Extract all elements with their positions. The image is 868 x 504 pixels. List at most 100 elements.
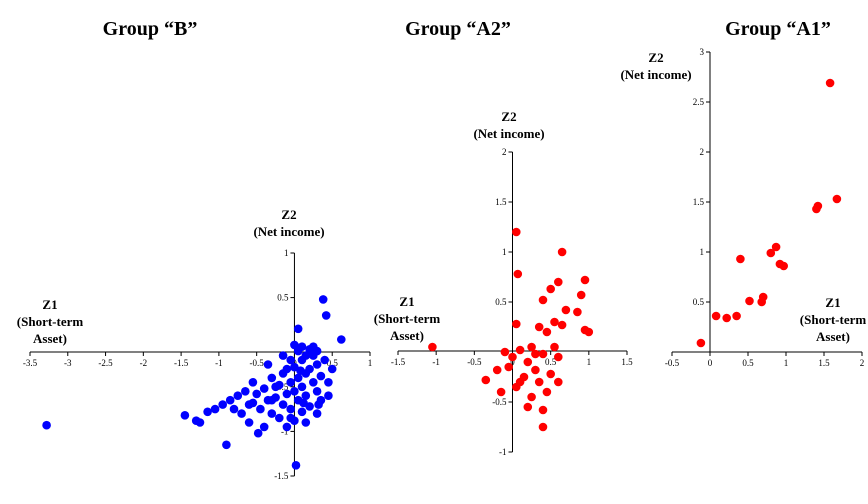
data-point	[263, 360, 273, 369]
x-tick-label: 2	[860, 358, 865, 368]
data-point	[296, 366, 305, 376]
x-tick-label: 0.5	[545, 357, 557, 367]
data-point	[229, 404, 239, 414]
data-point	[252, 389, 261, 399]
panel-group-b: Group “B” Z2 (Net income) Z1 (Short-term…	[17, 18, 372, 481]
data-point	[538, 405, 548, 415]
data-point	[813, 201, 823, 211]
data-point	[327, 364, 337, 374]
panel-title-b: Group “B”	[103, 18, 198, 40]
x-tick-label: -1	[215, 358, 223, 368]
data-point	[771, 242, 781, 252]
data-point	[337, 335, 346, 344]
ylabel-a2: Z2 (Net income)	[473, 109, 544, 141]
y-tick-label: 1	[700, 247, 705, 257]
data-point	[513, 269, 523, 279]
data-point	[573, 307, 582, 317]
xlabel-b: Z1 (Short-term Asset)	[17, 297, 84, 346]
data-point	[267, 409, 277, 418]
data-point	[722, 313, 731, 323]
data-point	[244, 418, 254, 427]
points-a2	[428, 227, 594, 432]
data-point	[500, 347, 510, 357]
y-tick-label: -1	[499, 447, 507, 457]
xlabel-a1: Z1 (Short-term Asset)	[800, 295, 867, 344]
data-point	[291, 461, 301, 470]
data-point	[504, 362, 513, 372]
data-point	[512, 227, 521, 237]
data-point	[248, 378, 258, 387]
xlabel-line-1: Z1	[825, 295, 840, 310]
data-point	[527, 392, 536, 402]
data-point	[696, 338, 706, 348]
data-point	[297, 407, 307, 417]
data-point	[523, 402, 533, 412]
axes-a1: -0.5 0 0.5 1 1.5 2 0.5 1 1.5 2 2.5 3	[665, 47, 864, 368]
data-point	[542, 327, 552, 337]
x-tick-label: -0.5	[467, 357, 482, 367]
ylabel-b: Z2 (Net income)	[253, 207, 324, 239]
x-tick-label: -1.5	[391, 357, 406, 367]
data-point	[492, 365, 502, 375]
data-point	[297, 382, 307, 392]
xlabel-a2: Z1 (Short-term Asset)	[374, 294, 441, 343]
data-point	[546, 369, 555, 379]
data-point	[203, 407, 212, 417]
ylabel-line-2: (Net income)	[620, 67, 691, 82]
data-point	[293, 324, 303, 334]
data-point	[312, 360, 322, 369]
panel-title-a2: Group “A2”	[405, 18, 511, 40]
data-point	[42, 420, 51, 430]
data-point	[180, 411, 190, 420]
y-tick-label: 1	[502, 247, 507, 257]
data-point	[299, 398, 308, 408]
data-point	[290, 387, 299, 396]
x-tick-label: 1	[784, 358, 789, 368]
x-tick-label: -3	[64, 358, 72, 368]
data-point	[286, 413, 296, 423]
x-tick-label: 0	[708, 358, 713, 368]
x-tick-label: 1	[368, 358, 373, 368]
x-tick-label: -0.5	[665, 358, 680, 368]
data-point	[312, 409, 322, 418]
data-point	[259, 384, 269, 393]
data-point	[779, 261, 788, 271]
x-tick-label: -1.5	[174, 358, 189, 368]
data-point	[275, 413, 284, 423]
data-point	[244, 400, 254, 409]
data-point	[267, 395, 277, 405]
data-point	[546, 284, 555, 294]
panel-group-a1: Group “A1” Z2 (Net income) Z1 (Short-ter…	[620, 18, 866, 368]
data-point	[576, 290, 586, 300]
data-point	[293, 373, 303, 383]
data-point	[550, 342, 559, 352]
data-point	[554, 377, 563, 387]
data-point	[282, 422, 292, 432]
data-point	[286, 404, 296, 414]
data-point	[538, 349, 548, 359]
xlabel-line-2: (Short-term	[374, 311, 441, 326]
data-point	[534, 377, 544, 387]
data-point	[312, 387, 322, 396]
data-point	[271, 382, 280, 392]
data-point	[561, 305, 571, 315]
ylabel-line-1: Z2	[501, 109, 516, 124]
data-point	[286, 355, 296, 365]
data-point	[538, 295, 548, 305]
data-point	[218, 400, 227, 409]
data-point	[233, 391, 243, 401]
data-point	[523, 357, 533, 367]
data-point	[259, 422, 269, 432]
x-tick-label: 1.5	[621, 357, 633, 367]
data-point	[256, 404, 265, 414]
y-tick-label: -0.5	[492, 397, 507, 407]
data-point	[542, 387, 552, 397]
points-b	[42, 295, 346, 470]
xlabel-line-1: Z1	[42, 297, 57, 312]
ylabel-line-2: (Net income)	[253, 224, 324, 239]
data-point	[732, 311, 741, 321]
data-point	[736, 254, 745, 264]
x-tick-label: -0.5	[250, 358, 265, 368]
data-point	[293, 346, 303, 356]
data-point	[309, 378, 318, 387]
